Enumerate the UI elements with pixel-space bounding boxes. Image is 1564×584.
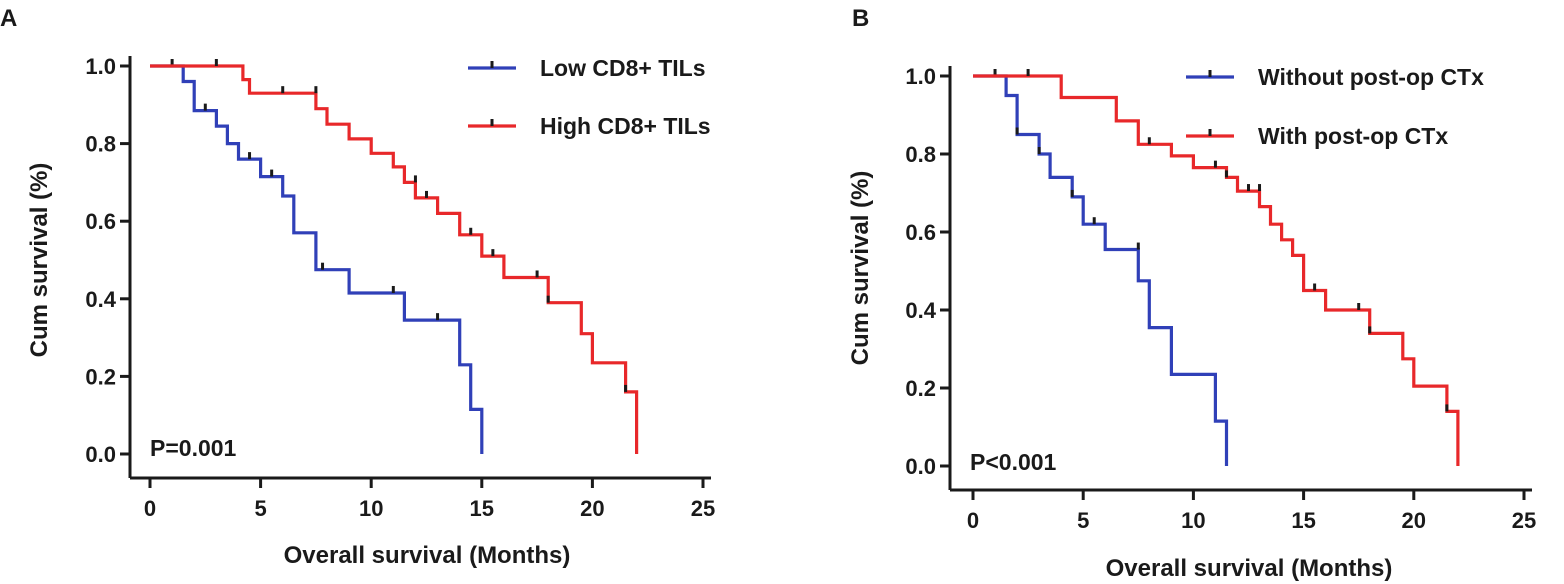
x-tick-label: 25 [691, 496, 715, 521]
y-tick-label: 0.6 [905, 220, 936, 245]
x-tick-label: 0 [144, 496, 156, 521]
panel-letter: A [0, 5, 17, 32]
y-tick-label: 0.4 [85, 287, 116, 312]
x-tick-label: 10 [1181, 508, 1205, 533]
survival-curve-red [973, 74, 1460, 466]
y-tick-label: 0.6 [85, 209, 116, 234]
x-tick-label: 15 [470, 496, 494, 521]
x-tick-label: 0 [967, 508, 979, 533]
legend-label: High CD8+ TILs [540, 113, 711, 139]
survival-curve-red [150, 64, 639, 454]
survival-curve-blue [150, 64, 484, 454]
y-tick-label: 0.8 [905, 142, 936, 167]
y-tick-label: 0.2 [905, 376, 936, 401]
x-tick-label: 5 [1077, 508, 1089, 533]
y-tick-label: 1.0 [905, 64, 936, 89]
x-tick-label: 25 [1512, 508, 1536, 533]
x-tick-label: 15 [1291, 508, 1315, 533]
y-tick-label: 0.2 [85, 364, 116, 389]
x-tick-label: 20 [580, 496, 604, 521]
legend-label: With post-op CTx [1258, 123, 1448, 149]
y-tick-label: 0.0 [85, 442, 116, 467]
x-axis-title: Overall survival (Months) [1106, 555, 1393, 582]
y-axis-title: Cum survival (%) [26, 163, 53, 358]
x-tick-label: 20 [1402, 508, 1426, 533]
y-tick-label: 1.0 [85, 54, 116, 79]
x-tick-label: 10 [359, 496, 383, 521]
y-tick-label: 0.8 [85, 132, 116, 157]
p-value-label: P<0.001 [970, 449, 1057, 475]
legend-label: Low CD8+ TILs [540, 55, 706, 81]
x-axis-title: Overall survival (Months) [284, 542, 571, 569]
chart-panel-b: B 0.0 0.2 0.4 0.6 0.8 1.0 0 5 10 15 20 25 Overall sur… [847, 5, 1536, 582]
chart-panel-a: A 0.0 0.2 0.4 0.6 0.8 1.0 0 5 10 15 20 25 Overall sur… [0, 5, 715, 569]
x-tick-label: 5 [254, 496, 266, 521]
legend-label: Without post-op CTx [1258, 64, 1484, 90]
p-value-label: P=0.001 [150, 435, 237, 461]
y-axis-title: Cum survival (%) [847, 171, 874, 366]
y-tick-label: 0.0 [905, 454, 936, 479]
panel-letter: B [852, 5, 869, 32]
y-tick-label: 0.4 [905, 298, 936, 323]
